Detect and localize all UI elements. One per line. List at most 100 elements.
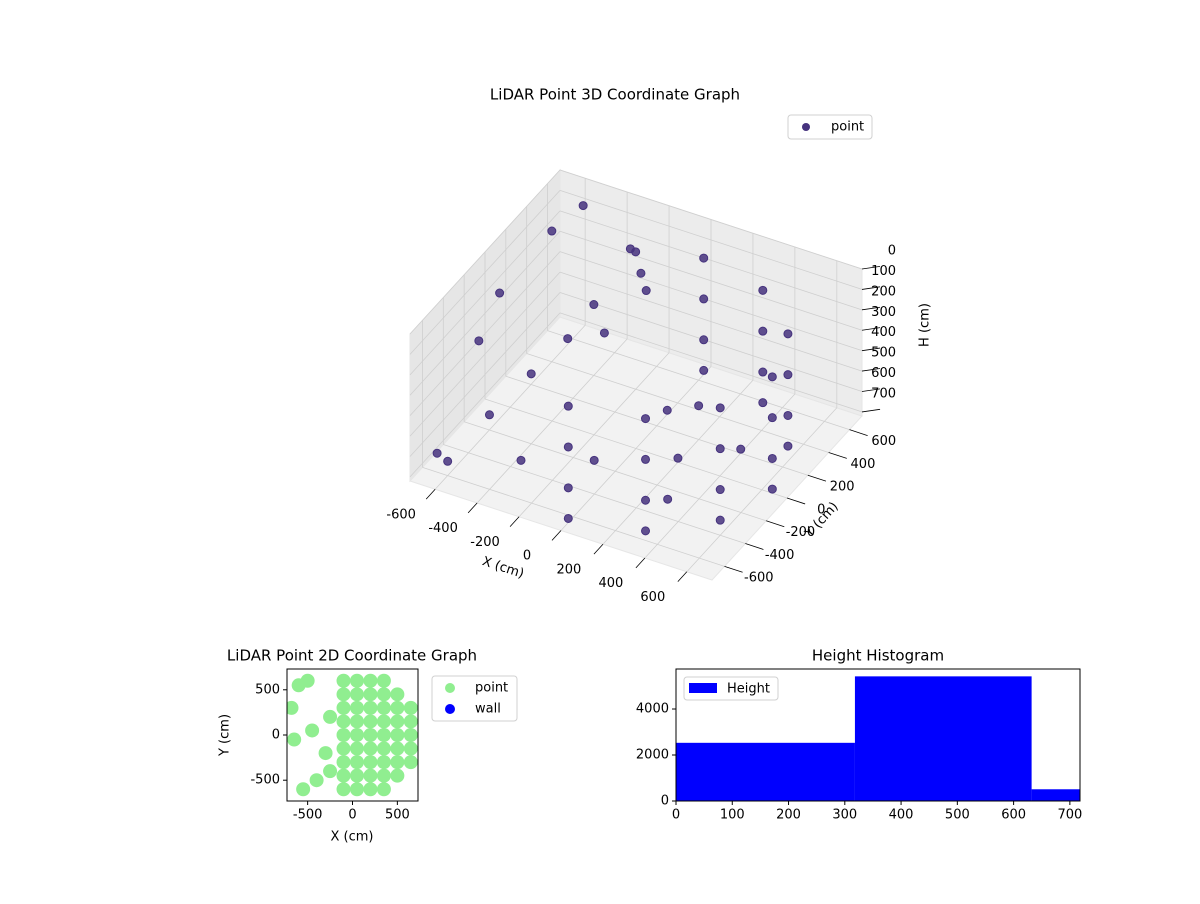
y-tick-label: -200 (786, 525, 816, 540)
data-point (376, 768, 391, 783)
y-tick-label: 2000 (636, 748, 669, 763)
x-tick (593, 543, 604, 555)
data-point (783, 370, 793, 380)
data-point (699, 253, 709, 263)
data-point (767, 484, 777, 494)
data-point (715, 444, 725, 454)
data-point (715, 485, 725, 495)
data-point (363, 741, 378, 756)
z-tick (861, 408, 881, 413)
data-point (636, 268, 646, 278)
x-tick (467, 502, 478, 514)
z-tick-label: 700 (871, 386, 896, 401)
y-tick (766, 520, 785, 528)
data-point (403, 728, 418, 742)
data-point (300, 673, 315, 688)
data-point (526, 369, 536, 379)
data-point (390, 768, 405, 783)
data-point (363, 728, 378, 742)
z-tick-label: 300 (871, 305, 896, 320)
legend-label: point (475, 681, 508, 696)
legend-box (787, 114, 873, 140)
data-point (390, 700, 405, 715)
data-point (663, 494, 673, 504)
legend-box (431, 675, 518, 722)
x-tick-label: 400 (889, 808, 914, 823)
z-tick (861, 347, 881, 352)
axes-frame (675, 668, 1081, 802)
data-point (403, 714, 418, 729)
data-point (783, 441, 793, 451)
data-point (736, 444, 746, 454)
data-point (758, 326, 768, 336)
grid-line (559, 190, 863, 290)
data-point (484, 410, 494, 420)
data-point (349, 714, 364, 729)
chart-3d: LiDAR Point 3D Coordinate Graph-600-400-… (386, 86, 932, 605)
data-point (376, 714, 391, 729)
legend-label: point (831, 120, 864, 135)
data-point (547, 226, 557, 236)
data-point (336, 687, 351, 702)
data-point (363, 714, 378, 729)
histogram-bar (854, 676, 1032, 801)
y-tick-label: 0 (272, 728, 280, 743)
data-point (349, 700, 364, 715)
x-tick-label: -400 (428, 521, 458, 536)
data-point (363, 782, 378, 797)
y-tick-label: -400 (765, 548, 795, 563)
grid-line (559, 169, 863, 270)
data-point (363, 768, 378, 783)
data-point (589, 455, 599, 465)
data-point (783, 329, 793, 339)
x-tick-label: 500 (945, 808, 970, 823)
data-point (390, 741, 405, 756)
data-point (599, 328, 609, 338)
x-tick (635, 557, 646, 569)
x-tick-label: 200 (776, 808, 801, 823)
data-point (563, 483, 573, 493)
z-tick-label: 600 (871, 366, 896, 381)
y-tick (786, 497, 806, 505)
x-tick-label: 0 (523, 549, 531, 564)
x-tick (677, 571, 688, 582)
data-point (336, 673, 351, 688)
grid-line (443, 444, 746, 544)
data-point (305, 723, 320, 738)
data-point (767, 372, 777, 382)
x-tick (425, 488, 436, 500)
grid-line (409, 271, 561, 437)
data-point (376, 687, 391, 702)
y-tick (849, 429, 868, 436)
y-tick (745, 543, 764, 550)
data-point (694, 401, 704, 411)
grid-line (409, 230, 561, 396)
data-point (336, 714, 351, 729)
y-tick (807, 474, 827, 482)
data-point (516, 455, 526, 465)
grid-line (422, 466, 725, 567)
data-point (432, 448, 442, 458)
data-point (578, 201, 588, 211)
data-point (336, 700, 351, 715)
data-point (376, 700, 391, 715)
data-point (625, 244, 635, 254)
data-point (767, 453, 777, 463)
data-point (390, 755, 405, 770)
data-point (376, 728, 391, 742)
y-tick-label: 0 (661, 794, 669, 809)
grid-line (409, 169, 561, 335)
data-point (758, 285, 768, 295)
data-point (349, 755, 364, 770)
data-point (287, 732, 302, 747)
y-tick-label: 600 (871, 434, 896, 449)
data-point (390, 728, 405, 742)
y-tick-label: 0 (817, 502, 825, 517)
data-point (336, 728, 351, 742)
data-point (758, 398, 768, 408)
data-point (363, 673, 378, 688)
grid-line (559, 271, 863, 372)
y-tick (724, 565, 743, 573)
x-axis-label: X (cm) (480, 554, 526, 582)
